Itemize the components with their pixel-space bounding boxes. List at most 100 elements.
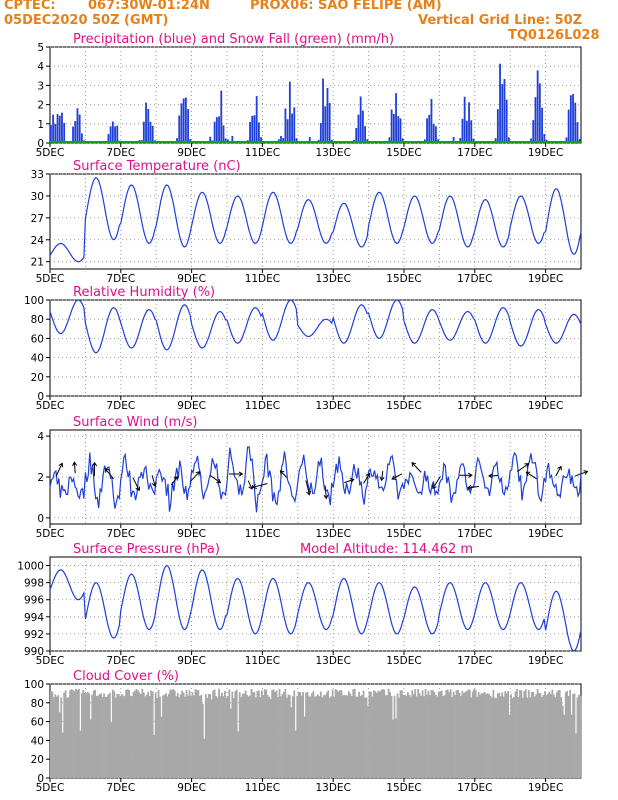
x-tick-label: 5DEC (36, 782, 65, 794)
precip-bar (534, 97, 537, 143)
cloud-bar (578, 694, 580, 778)
cloud-bar (306, 692, 309, 778)
wind-arrow-head (151, 482, 157, 487)
cloud-bar (325, 692, 328, 778)
cloud-bar (421, 690, 424, 778)
precip-bar (507, 137, 510, 143)
cloud-bar (241, 693, 244, 778)
precip-bar (295, 138, 298, 143)
y-tick-label: 80 (31, 698, 44, 710)
y-tick-label: 27 (31, 213, 44, 225)
cloud-bar (449, 689, 452, 778)
wind-arrow-head (195, 471, 201, 476)
cloud-bar (129, 695, 132, 778)
cloud-bar (294, 730, 297, 778)
series-line (49, 299, 582, 354)
x-tick-label: 17DEC (457, 273, 492, 285)
cloud-bar (404, 694, 406, 778)
precip-bar (142, 121, 145, 143)
precip-bar (361, 110, 364, 143)
x-tick-label: 17DEC (457, 655, 492, 667)
x-tick-label: 19DEC (528, 147, 563, 159)
cloud-bar (564, 692, 567, 778)
cloud-bar (390, 696, 393, 778)
y-tick-label: 60 (31, 333, 44, 345)
cloud-bar (340, 690, 343, 778)
cloud-bar (380, 690, 383, 778)
precip-bar (397, 116, 400, 143)
cloud-bar (495, 698, 498, 778)
cloud-bar (312, 691, 315, 778)
cloud-bar (507, 691, 510, 778)
cloud-bar (76, 690, 79, 778)
x-tick-label: 9DEC (177, 273, 206, 285)
wind-arrow (391, 473, 403, 480)
cloud-bar (479, 694, 481, 778)
precip-bar (432, 123, 435, 143)
cloud-bar (252, 692, 254, 778)
cloud-bar (496, 693, 499, 778)
cloud-bar (172, 689, 175, 778)
wind-arrow (411, 462, 422, 473)
cloud-bar (122, 695, 125, 778)
cloud-bar (206, 698, 209, 778)
cloud-bar (498, 692, 501, 778)
cloud-bar (213, 689, 216, 778)
cloud-bar (156, 697, 158, 778)
cloud-bar (184, 696, 186, 778)
precip-bar (282, 137, 285, 143)
header-coords: 067:30W-01:24N (88, 0, 210, 13)
y-tick-label: 4 (37, 61, 44, 73)
wind-arrow-head (72, 461, 78, 467)
precip-bar (111, 121, 114, 143)
cloud-bar (275, 690, 278, 778)
precip-bar (184, 97, 187, 143)
x-tick-label: 7DEC (106, 528, 135, 540)
precip-bar (249, 121, 251, 143)
cloud-bar (480, 693, 483, 778)
chart-title: Precipitation (blue) and Snow Fall (gree… (73, 32, 394, 47)
cloud-bar (440, 690, 443, 778)
cloud-bar (442, 695, 445, 778)
y-tick-label: 0 (37, 773, 44, 785)
precip-bar (401, 138, 404, 143)
cloud-bar (109, 693, 111, 778)
precip-bar (176, 138, 178, 143)
wind-arrow (132, 477, 140, 491)
precip-bar (530, 138, 532, 143)
cloud-bar (488, 693, 490, 778)
precip-bar (76, 108, 79, 143)
header-model-code: TQ0126L028 (508, 28, 600, 43)
cloud-bar (191, 692, 194, 778)
x-tick-label: 15DEC (386, 273, 421, 285)
x-tick-label: 9DEC (177, 655, 206, 667)
precip-bar (388, 137, 391, 143)
wind-arrow (55, 463, 63, 477)
cloud-bar (299, 692, 302, 778)
cloud-bar (570, 714, 573, 778)
cloud-bar (98, 694, 101, 778)
cloud-bar (55, 696, 58, 778)
cloud-bar (64, 690, 67, 778)
wind-arrow (247, 480, 253, 490)
x-tick-label: 15DEC (386, 655, 421, 667)
wind-arrow (324, 485, 327, 499)
cloud-bar (300, 695, 303, 778)
precip-bar (253, 115, 256, 143)
x-tick-label: 17DEC (457, 782, 492, 794)
cloud-bar (353, 688, 356, 778)
precip-bar (364, 126, 366, 143)
precip-bar (576, 122, 579, 143)
cloud-bar (88, 693, 91, 778)
cloud-bar (451, 697, 453, 778)
wind-arrow (170, 476, 178, 486)
cloud-bar (527, 690, 530, 778)
cloud-bar (125, 689, 127, 778)
cloud-bar (117, 694, 120, 778)
x-tick-label: 5DEC (36, 655, 65, 667)
cloud-bar (533, 696, 536, 778)
cloud-bar (433, 691, 436, 778)
cloud-bar (432, 690, 434, 778)
cloud-bar (411, 690, 414, 778)
